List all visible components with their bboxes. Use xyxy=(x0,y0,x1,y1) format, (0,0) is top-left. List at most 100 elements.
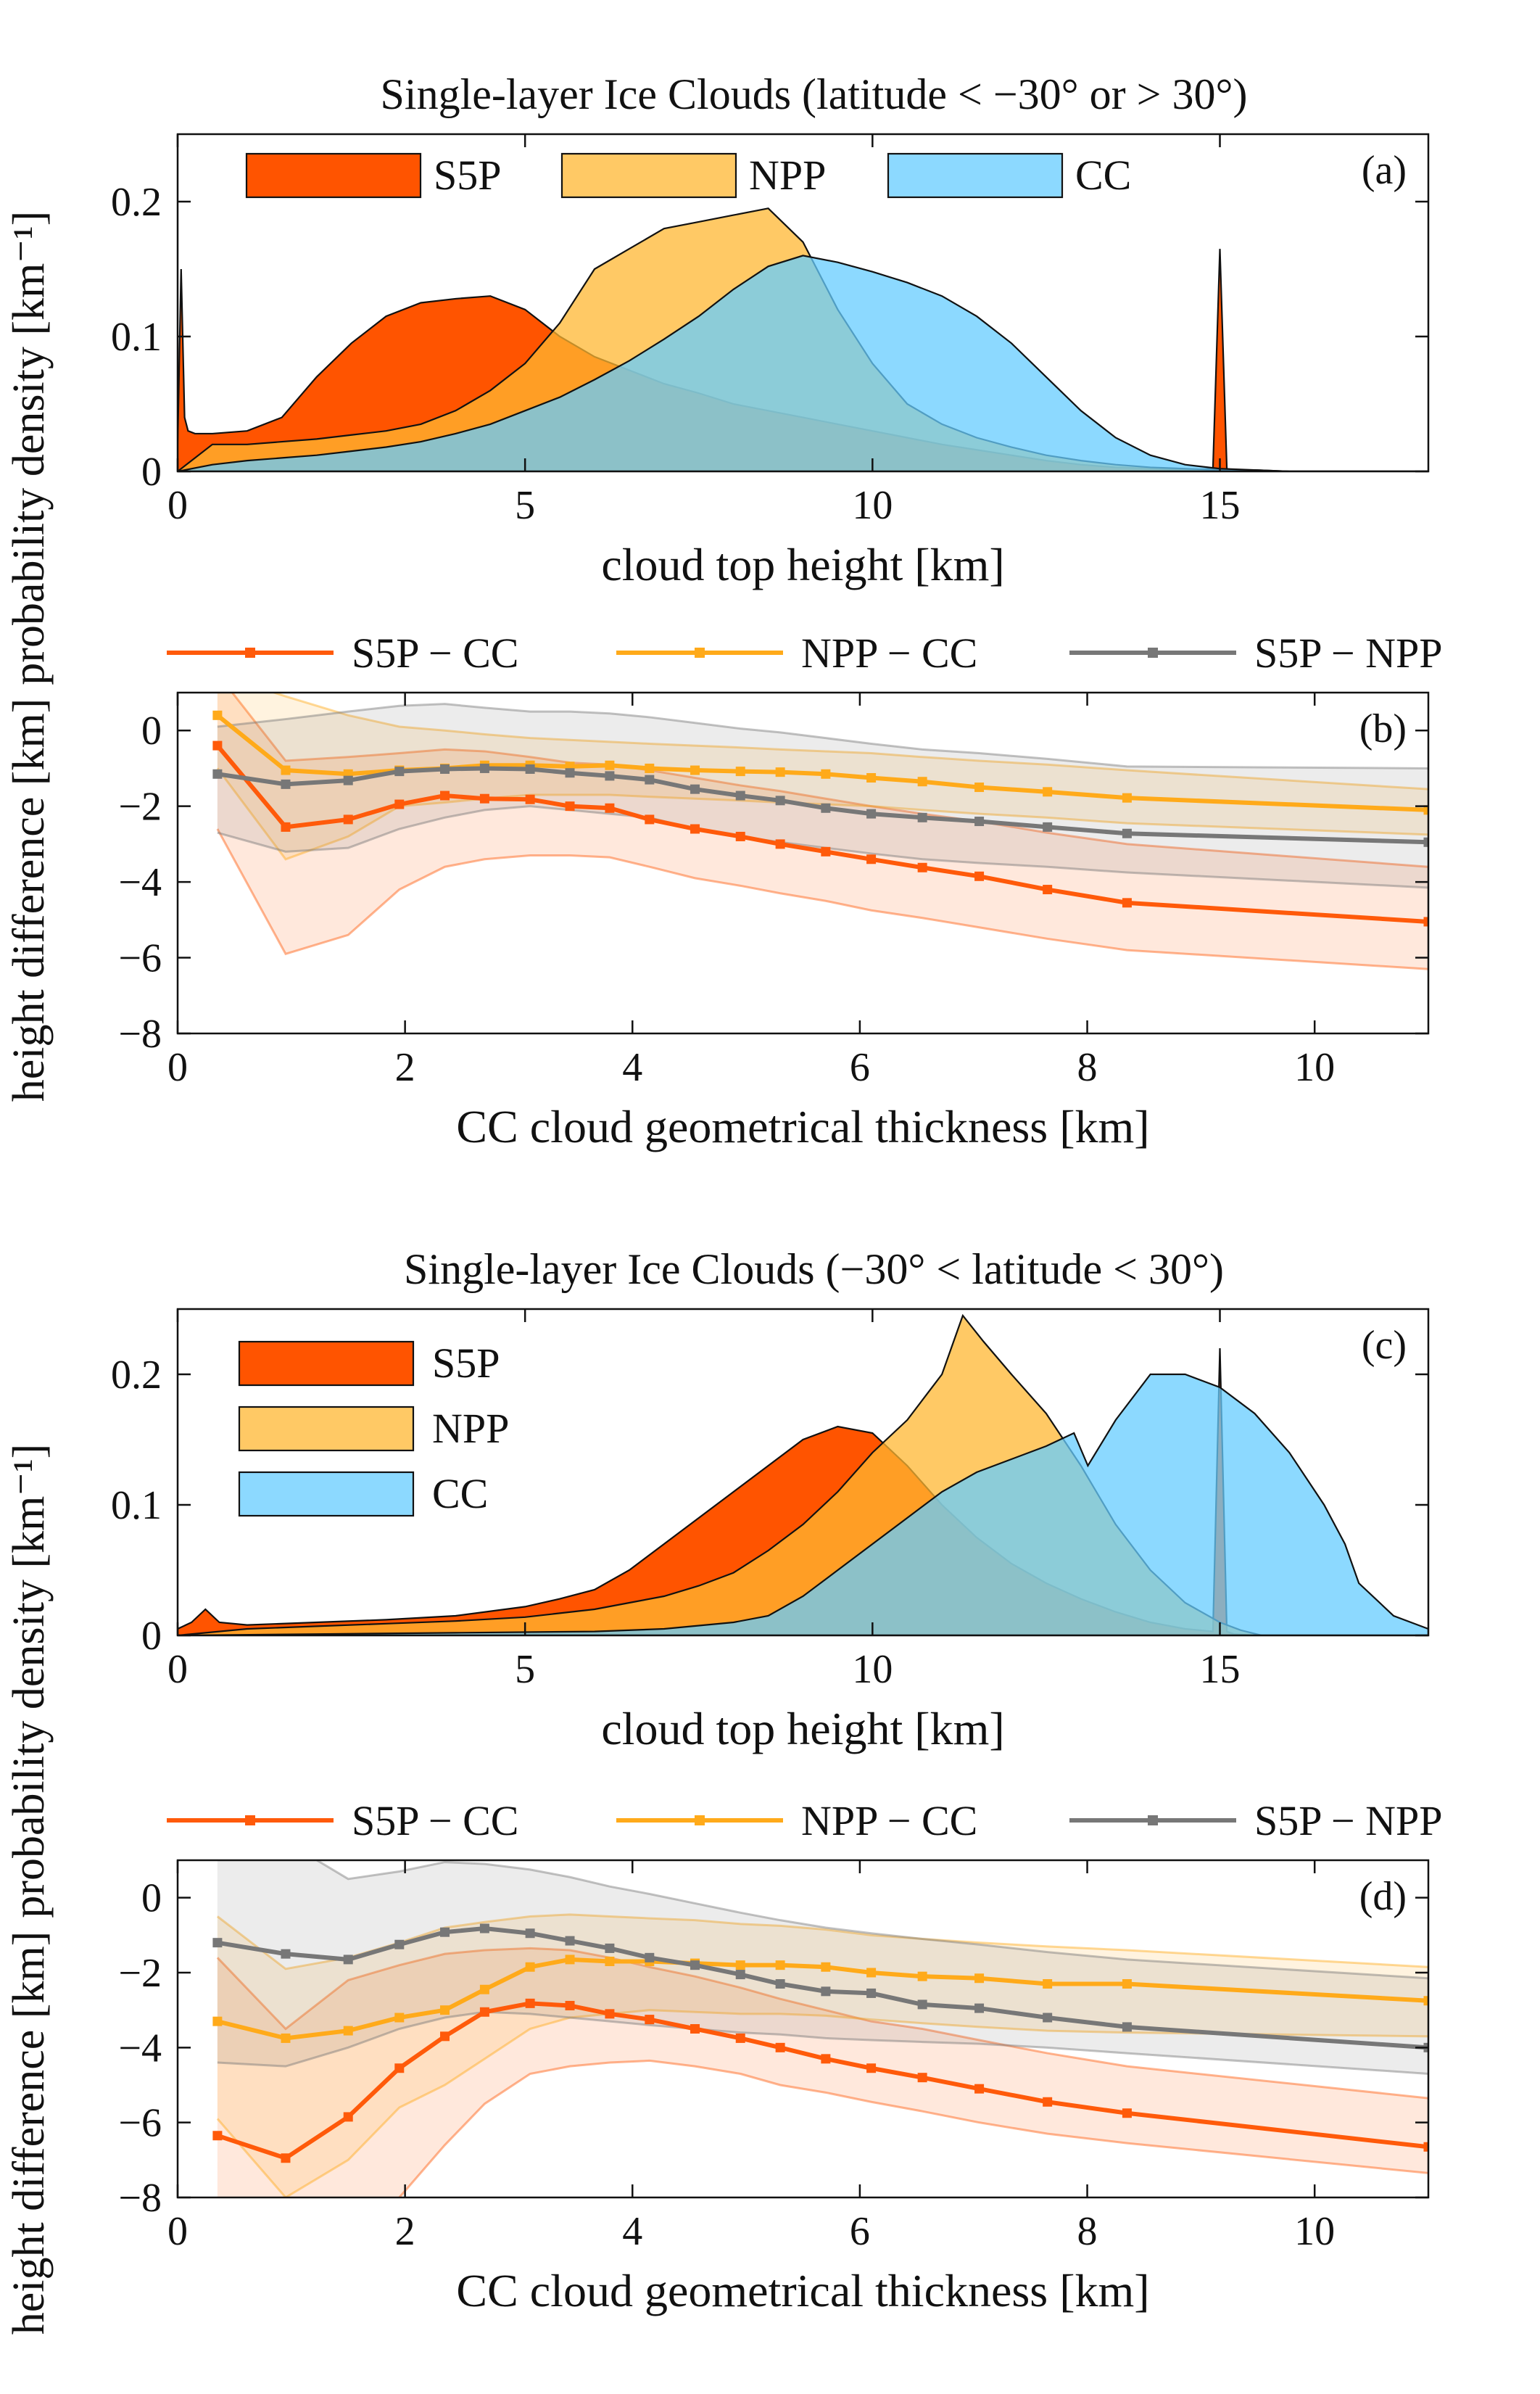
marker-s5p-npp xyxy=(281,779,291,789)
marker-s5p-cc xyxy=(525,794,535,804)
x-axis-label: CC cloud geometrical thickness [km] xyxy=(456,1101,1149,1152)
marker-s5p-npp xyxy=(525,764,535,774)
marker-npp-cc xyxy=(440,2005,450,2015)
marker-npp-cc xyxy=(1423,1996,1428,2006)
marker-s5p-cc xyxy=(1043,885,1053,895)
marker-npp-cc xyxy=(394,2013,405,2023)
x-tick-label: 5 xyxy=(515,1647,535,1692)
marker-npp-cc xyxy=(866,773,877,783)
x-tick-label: 4 xyxy=(622,2209,642,2254)
ylabel-height-difference-top: height difference [km] xyxy=(4,698,54,1102)
band-s5p-cc xyxy=(217,1948,1428,2197)
y-tick-label: −2 xyxy=(118,785,162,830)
panel-label: (d) xyxy=(1359,1874,1407,1919)
panel-1: 0 5 10 15 0 0.1 0.2 cloud top height [km] Single… xyxy=(111,70,1430,590)
line-s5p-cc xyxy=(215,744,1428,924)
marker-s5p-cc xyxy=(394,799,405,809)
marker-npp-cc xyxy=(1423,805,1428,815)
y-tick-label: −2 xyxy=(118,1951,162,1996)
marker-npp-cc xyxy=(525,1962,535,1972)
y-tick-label: 0 xyxy=(141,1614,162,1659)
y-tick-label: 0.1 xyxy=(111,315,162,360)
marker-s5p-npp xyxy=(440,1927,450,1937)
legend: S5P NPP CC xyxy=(238,1340,509,1517)
marker-s5p-npp xyxy=(281,1949,291,1959)
marker-npp-cc xyxy=(690,765,700,775)
marker-npp-cc xyxy=(775,767,785,777)
axes-box xyxy=(176,1859,1430,2199)
marker-s5p-cc xyxy=(974,2084,985,2094)
marker-s5p-cc xyxy=(1122,898,1132,908)
marker-npp-cc xyxy=(866,1968,877,1978)
marker-npp-cc xyxy=(281,765,291,775)
legend-label-npp: NPP xyxy=(432,1405,509,1452)
band-lower-line xyxy=(216,2009,1428,2197)
marker-s5p-cc xyxy=(645,2015,655,2025)
marker-s5p-cc xyxy=(917,862,927,872)
marker-npp-cc xyxy=(1122,1979,1132,1989)
legend-swatch-cc xyxy=(238,1471,415,1517)
x-axis-label: CC cloud geometrical thickness [km] xyxy=(456,2265,1149,2316)
marker-s5p-npp xyxy=(645,1952,655,1962)
marker-s5p-npp xyxy=(775,1979,785,1989)
marker-s5p-npp xyxy=(565,768,575,778)
band-lower-line xyxy=(216,828,1428,970)
marker-s5p-cc xyxy=(775,839,785,849)
marker-s5p-npp xyxy=(479,763,489,773)
marker-s5p-npp xyxy=(1122,828,1132,838)
line-s5p-npp xyxy=(217,1926,1428,2050)
marker-s5p-cc xyxy=(1423,917,1428,927)
marker-s5p-cc xyxy=(866,2063,877,2073)
y-tick-label: 0.2 xyxy=(111,180,162,225)
ylabel-bottom: height difference [km] probability densit… xyxy=(4,1444,54,2335)
band-lower-line xyxy=(217,2010,1428,2075)
marker-npp-cc xyxy=(212,2016,223,2026)
band-lower-line xyxy=(397,2059,1428,2197)
marker-npp-cc xyxy=(821,1962,831,1972)
legend-label-s5p-cc: S5P − CC xyxy=(352,630,518,677)
axes-box xyxy=(176,1308,1430,1637)
x-tick-label: 10 xyxy=(1294,2209,1335,2254)
legend-label-cc: CC xyxy=(432,1470,488,1517)
legend-label-s5p: S5P xyxy=(434,152,502,199)
marker-s5p-cc xyxy=(479,793,489,804)
legend-swatch-npp xyxy=(560,152,737,199)
x-axis-label: cloud top height [km] xyxy=(601,539,1004,590)
marker-s5p-cc xyxy=(735,2033,745,2043)
marker-s5p-cc xyxy=(821,846,831,857)
marker-s5p-cc xyxy=(1043,2097,1053,2107)
marker-s5p-npp xyxy=(394,767,405,777)
marker-s5p-npp xyxy=(440,764,450,774)
marker-s5p-cc xyxy=(212,740,223,751)
marker-s5p-cc xyxy=(212,2131,223,2141)
legend-marker-s5p-cc xyxy=(245,1815,255,1825)
marker-s5p-npp xyxy=(690,784,700,794)
marker-s5p-cc xyxy=(394,2063,405,2073)
legend-label-cc: CC xyxy=(1075,152,1131,199)
marker-s5p-npp xyxy=(212,769,223,779)
x-tick-label: 10 xyxy=(852,1647,893,1692)
marker-s5p-cc xyxy=(1122,2108,1132,2118)
axes-box xyxy=(176,691,1430,1035)
marker-npp-cc xyxy=(1043,1979,1053,1989)
marker-s5p-cc xyxy=(974,871,985,881)
y-tick-label: −4 xyxy=(118,2026,162,2071)
plot-area xyxy=(178,1313,1428,1635)
legend-marker-npp-cc xyxy=(695,648,705,658)
y-tick-label: 0.2 xyxy=(111,1353,162,1398)
marker-npp-cc xyxy=(917,1971,927,1981)
marker-s5p-npp xyxy=(821,1986,831,1997)
marker-npp-cc xyxy=(735,767,745,777)
band-upper-line xyxy=(217,703,1428,769)
band-upper-line xyxy=(216,1947,1428,2100)
marker-s5p-npp xyxy=(917,812,927,822)
marker-s5p-npp xyxy=(645,775,655,785)
marker-s5p-npp xyxy=(1043,2013,1053,2023)
ylabel-probability-density-top: probability density [km⁻¹] xyxy=(4,211,54,685)
band-upper-line xyxy=(216,1913,1428,1970)
marker-s5p-cc xyxy=(690,824,700,834)
y-tick-label: 0 xyxy=(141,450,162,495)
marker-s5p-cc xyxy=(565,801,575,812)
marker-npp-cc xyxy=(974,783,985,793)
